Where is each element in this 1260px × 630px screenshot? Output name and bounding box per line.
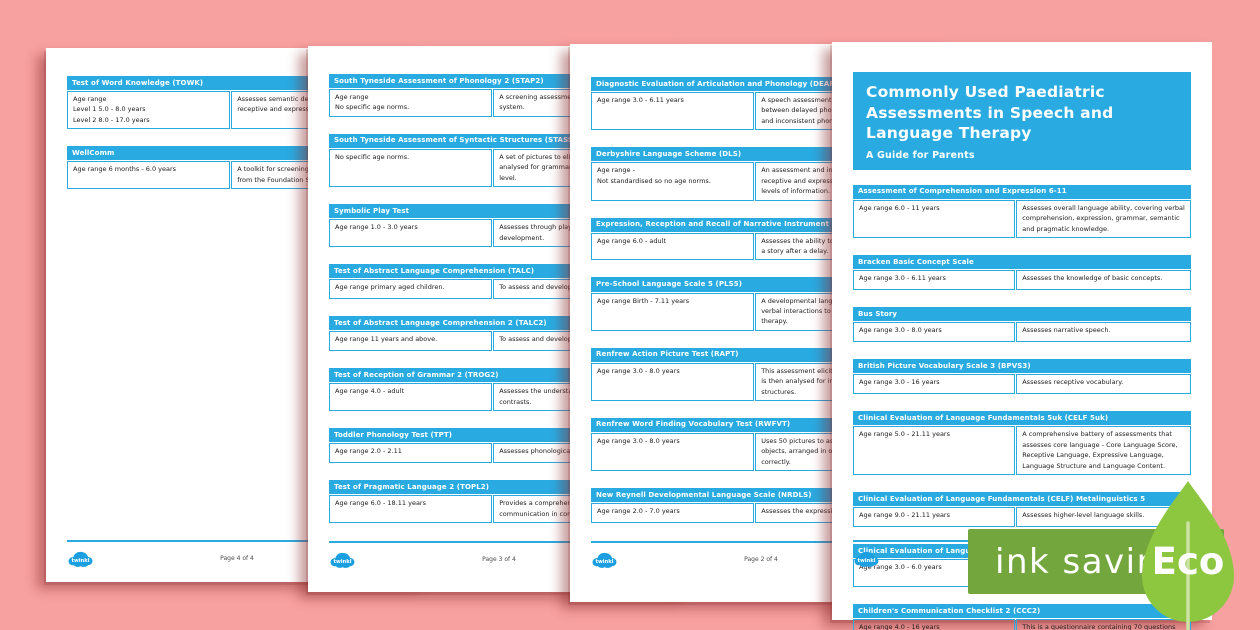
page-number-label: Page 2 of 4 [744, 555, 778, 563]
assessment-table: Bracken Basic Concept Scale Age range 3.… [853, 255, 1191, 291]
age-range-cell: Age range Level 1 5.0 - 8.0 years Level … [67, 91, 231, 130]
age-range-cell: Age range 3.0 - 6.11 years [591, 92, 755, 131]
twinkl-logo-text: twinkl [595, 558, 613, 564]
page-number-label: Page 3 of 4 [482, 555, 516, 563]
eco-leaf-icon: Eco [1142, 481, 1234, 630]
age-range-cell: Age range 4.0 - 16 years [853, 619, 1016, 630]
age-range-cell: Age range 3.0 - 16 years [853, 374, 1016, 395]
age-range-cell: Age range 3.0 - 8.0 years [853, 322, 1016, 343]
age-range-cell: Age range primary aged children. [329, 279, 493, 300]
age-range-cell: Age range 5.0 - 21.11 years [853, 426, 1016, 476]
assessment-table: Children's Communication Checklist 2 (CC… [853, 604, 1191, 630]
document-page-1: Commonly Used Paediatric Assessments in … [832, 42, 1212, 630]
assessment-table: Bus Story Age range 3.0 - 8.0 years Asse… [853, 307, 1191, 343]
twinkl-logo: twinkl [854, 551, 879, 567]
eco-label: Eco [1152, 540, 1225, 583]
description-cell: This is a questionnaire containing 70 qu… [1016, 619, 1191, 630]
assessment-table-title: Assessment of Comprehension and Expressi… [853, 184, 1191, 199]
assessment-table: Clinical Evaluation of Language Fundamen… [853, 411, 1191, 476]
age-range-cell: No specific age norms. [329, 148, 493, 188]
age-range-cell: Age range 3.0 - 6.11 years [853, 270, 1016, 291]
document-title: Commonly Used Paediatric Assessments in … [866, 83, 1114, 143]
footer-divider [329, 541, 669, 543]
description-cell: Assesses narrative speech. [1016, 322, 1191, 343]
age-range-cell: Age range 6.0 - 11 years [853, 199, 1016, 239]
description-cell: A comprehensive battery of assessments t… [1016, 426, 1191, 476]
assessment-table: Assessment of Comprehension and Expressi… [853, 184, 1191, 239]
age-range-cell: Age range 2.0 - 2.11 [329, 443, 493, 464]
age-range-cell: Age range 11 years and above. [329, 331, 493, 352]
age-range-cell: Age range 9.0 - 21.11 years [853, 507, 1016, 528]
age-range-cell: Age range No specific age norms. [329, 89, 493, 117]
age-range-cell: Age range 4.0 - adult [329, 383, 493, 412]
page-footer: twinkl Page 3 of 4 [329, 541, 669, 570]
assessment-table-title: Clinical Evaluation of Language Fundamen… [853, 492, 1191, 507]
assessment-table-title: Bus Story [853, 307, 1191, 322]
age-range-cell: Age range - Not standardised so no age n… [591, 162, 755, 201]
age-range-cell: Age range 3.0 - 8.0 years [591, 362, 755, 401]
assessment-table-title: Bracken Basic Concept Scale [853, 255, 1191, 270]
twinkl-logo-text: twinkl [71, 557, 89, 563]
document-subtitle: A Guide for Parents [866, 149, 975, 161]
assessment-table-title: Children's Communication Checklist 2 (CC… [853, 604, 1191, 619]
description-cell: Assesses overall language ability, cover… [1016, 199, 1191, 239]
assessment-table-title: British Picture Vocabulary Scale 3 (BPVS… [853, 359, 1191, 374]
footer-divider [591, 541, 931, 543]
age-range-cell: Age range Birth - 7.11 years [591, 292, 755, 331]
twinkl-logo: twinkl [68, 551, 93, 567]
twinkl-logo-text: twinkl [857, 557, 875, 563]
document-title-banner: Commonly Used Paediatric Assessments in … [853, 72, 1191, 170]
footer-divider [67, 540, 407, 542]
page-footer: twinkl Page 4 of 4 [67, 540, 407, 569]
age-range-cell: Age range 6.0 - adult [591, 232, 755, 261]
page-number-label: Page 4 of 4 [220, 554, 254, 562]
twinkl-logo: twinkl [330, 552, 355, 568]
description-cell: Assesses receptive vocabulary. [1016, 374, 1191, 395]
age-range-cell: Age range 6.0 - 18.11 years [329, 495, 493, 524]
assessment-table: British Picture Vocabulary Scale 3 (BPVS… [853, 359, 1191, 395]
age-range-cell: Age range 2.0 - 7.0 years [591, 503, 755, 524]
description-cell: Assesses the knowledge of basic concepts… [1016, 270, 1191, 291]
assessment-table-title: Clinical Evaluation of Language Fundamen… [853, 411, 1191, 426]
age-range-cell: Age range 3.0 - 8.0 years [591, 433, 755, 472]
assessment-table: Clinical Evaluation of Language Fundamen… [853, 492, 1191, 528]
twinkl-logo-text: twinkl [333, 558, 351, 564]
page-footer: twinkl Page 2 of 4 [591, 541, 931, 570]
twinkl-logo: twinkl [592, 552, 617, 568]
age-range-cell: Age range 6 months - 6.0 years [67, 161, 231, 190]
age-range-cell: Age range 1.0 - 3.0 years [329, 219, 493, 248]
